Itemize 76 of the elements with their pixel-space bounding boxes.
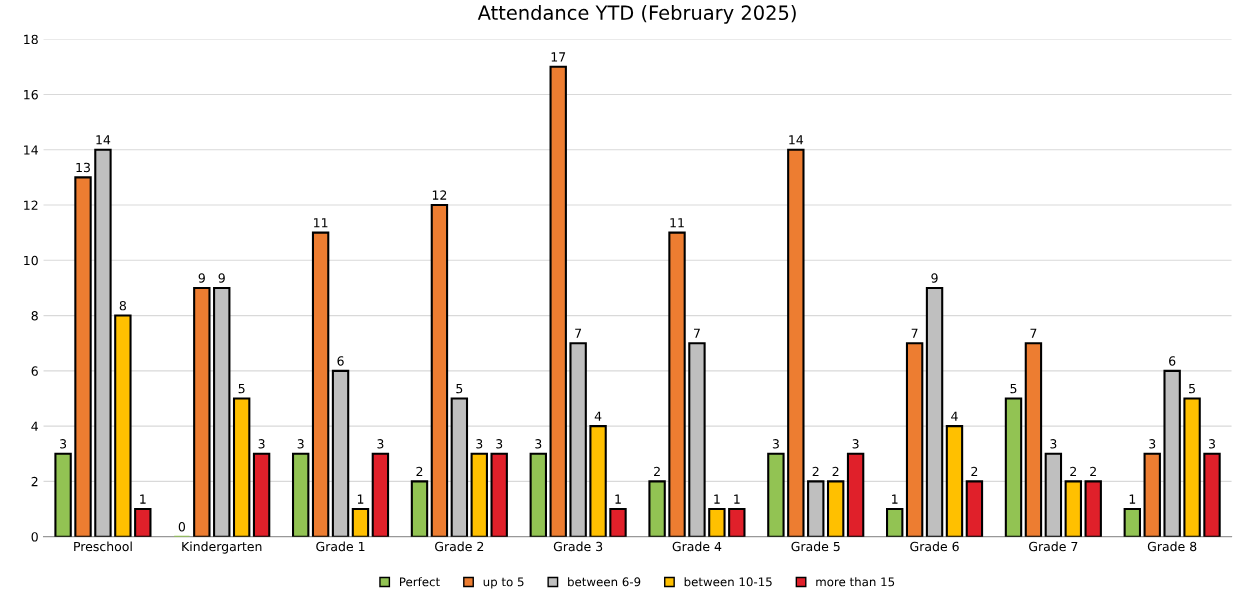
data-label: 3 xyxy=(377,439,384,449)
data-label: 6 xyxy=(337,356,344,366)
x-tick-label: Grade 3 xyxy=(553,541,603,552)
data-label: 9 xyxy=(218,273,225,283)
x-tick-label: Grade 2 xyxy=(435,541,484,552)
y-tick-label: 2 xyxy=(31,476,38,487)
data-label: 6 xyxy=(1169,356,1176,366)
data-label: 11 xyxy=(314,218,328,228)
legend-label: up to 5 xyxy=(483,577,524,589)
legend-label: Perfect xyxy=(400,577,440,587)
x-tick-label: Grade 6 xyxy=(910,541,959,552)
data-label: 2 xyxy=(1070,466,1077,477)
data-label: 2 xyxy=(971,466,978,477)
data-label: 5 xyxy=(1010,383,1017,394)
data-label: 1 xyxy=(1129,494,1136,504)
data-label: 7 xyxy=(694,328,700,338)
data-label: 5 xyxy=(238,383,245,394)
data-label: 9 xyxy=(198,273,205,283)
data-label: 14 xyxy=(789,135,804,145)
data-label: 4 xyxy=(594,411,602,421)
x-tick-label: Grade 1 xyxy=(316,541,365,552)
y-tick-label: 10 xyxy=(24,255,38,266)
data-label: 7 xyxy=(1030,328,1037,338)
data-label: 3 xyxy=(1050,439,1057,449)
data-label: 2 xyxy=(1090,466,1096,477)
data-label: 3 xyxy=(852,439,859,449)
data-label: 17 xyxy=(551,52,566,62)
data-label: 12 xyxy=(432,190,447,200)
data-label: 3 xyxy=(772,439,779,449)
data-label: 3 xyxy=(297,439,304,449)
data-label: 3 xyxy=(476,439,483,449)
legend-label: between 10-15 xyxy=(684,577,772,587)
legend-label: between 6-9 xyxy=(568,577,641,587)
x-tick-label: Grade 5 xyxy=(791,541,840,552)
data-label: 5 xyxy=(456,383,463,394)
data-label: 3 xyxy=(258,439,265,449)
y-tick-label: 0 xyxy=(31,532,38,542)
y-tick-label: 18 xyxy=(24,34,38,45)
data-label: 1 xyxy=(615,494,621,504)
y-tick-label: 12 xyxy=(24,200,38,210)
data-label: 2 xyxy=(654,466,660,477)
data-label: 2 xyxy=(812,466,819,477)
chart-title: Attendance YTD (February 2025) xyxy=(477,4,796,24)
x-tick-label: Grade 4 xyxy=(672,541,722,552)
data-label: 3 xyxy=(496,439,503,449)
data-label: 1 xyxy=(357,494,364,504)
data-label: 7 xyxy=(911,328,918,338)
y-tick-label: 6 xyxy=(31,366,38,376)
data-label: 1 xyxy=(892,494,898,504)
data-label: 3 xyxy=(1149,439,1156,449)
data-label: 8 xyxy=(119,300,126,311)
x-tick-label: Kindergarten xyxy=(182,541,262,554)
x-tick-label: Preschool xyxy=(74,541,132,552)
data-label: 0 xyxy=(178,522,186,532)
data-label: 14 xyxy=(96,135,111,145)
data-label: 2 xyxy=(832,466,839,477)
data-label: 3 xyxy=(60,439,67,449)
y-tick-label: 4 xyxy=(31,421,38,431)
data-label: 7 xyxy=(575,328,582,338)
data-label: 1 xyxy=(734,494,740,504)
legend-label: more than 15 xyxy=(816,577,895,587)
data-label: 5 xyxy=(1189,383,1195,394)
data-label: 13 xyxy=(76,162,90,173)
x-tick-label: Grade 8 xyxy=(1147,541,1197,552)
data-label: 4 xyxy=(951,411,958,421)
data-label: 3 xyxy=(535,439,542,449)
data-label: 1 xyxy=(140,494,146,504)
data-label: 1 xyxy=(714,494,720,504)
data-label: 9 xyxy=(931,273,938,283)
data-label: 11 xyxy=(670,218,684,228)
y-tick-label: 16 xyxy=(24,89,38,100)
y-tick-label: 8 xyxy=(31,311,38,321)
y-tick-label: 14 xyxy=(24,145,38,155)
data-label: 3 xyxy=(1208,439,1215,449)
data-label: 2 xyxy=(416,466,423,477)
x-tick-label: Grade 7 xyxy=(1029,541,1078,552)
